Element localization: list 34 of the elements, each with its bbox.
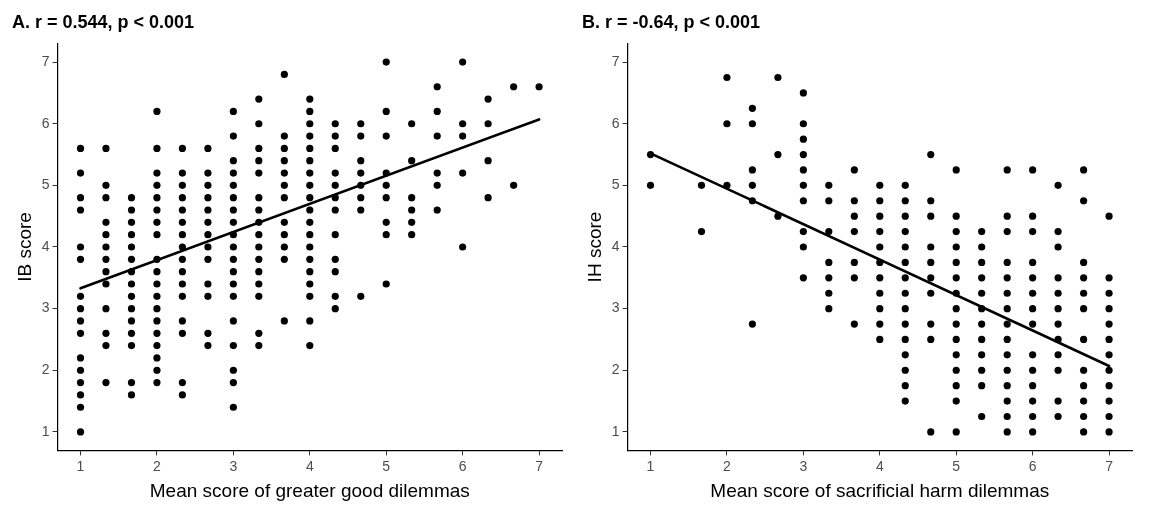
x-tick-label: 4 <box>875 457 884 474</box>
y-tick-label: 7 <box>41 52 50 69</box>
y-tick-label: 3 <box>611 299 620 316</box>
x-axis-title: Mean score of sacrificial harm dilemmas <box>710 479 1050 501</box>
x-tick-label: 7 <box>1105 457 1114 474</box>
x-tick-label: 4 <box>305 457 314 474</box>
y-axis-title: IB score <box>13 212 35 282</box>
x-tick-label: 5 <box>382 457 391 474</box>
chart-title: B. r = -0.64, p < 0.001 <box>582 11 761 32</box>
y-tick-label: 7 <box>611 52 620 69</box>
y-tick-label: 6 <box>611 114 620 131</box>
x-tick-label: 6 <box>458 457 467 474</box>
y-tick-label: 2 <box>41 361 50 378</box>
y-tick-label: 4 <box>41 237 50 254</box>
x-tick-label: 3 <box>799 457 808 474</box>
x-tick-label: 2 <box>153 457 162 474</box>
y-tick-label: 1 <box>41 422 50 439</box>
x-tick-label: 1 <box>646 457 655 474</box>
y-tick-label: 4 <box>611 237 620 254</box>
x-tick-label: 7 <box>535 457 544 474</box>
x-axis-title: Mean score of greater good dilemmas <box>149 479 470 501</box>
chart-title: A. r = 0.544, p < 0.001 <box>12 11 195 32</box>
y-tick-label: 6 <box>41 114 50 131</box>
y-tick-label: 5 <box>41 176 50 193</box>
y-tick-label: 3 <box>41 299 50 316</box>
y-tick-label: 1 <box>611 422 620 439</box>
y-axis-title: IH score <box>583 211 605 283</box>
y-tick-label: 5 <box>611 176 620 193</box>
x-tick-label: 2 <box>723 457 732 474</box>
x-tick-label: 6 <box>1028 457 1037 474</box>
x-tick-label: 5 <box>952 457 961 474</box>
x-tick-label: 1 <box>76 457 85 474</box>
x-tick-label: 3 <box>229 457 238 474</box>
y-tick-label: 2 <box>611 361 620 378</box>
